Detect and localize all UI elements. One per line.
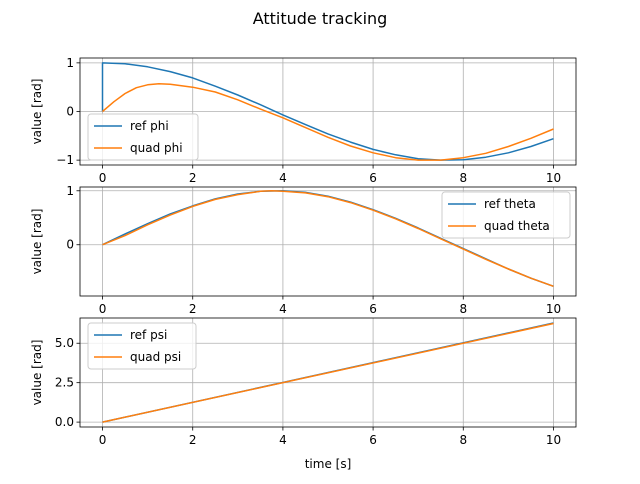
y-tick-label: 0 (66, 238, 74, 252)
legend: ref phi quad phi (87, 113, 199, 161)
x-tick-label: 0 (99, 433, 107, 447)
legend-label: ref phi (130, 119, 169, 133)
x-tick-label: 6 (369, 302, 377, 316)
y-tick-label: 2.5 (55, 376, 74, 390)
y-tick-label: 0.0 (55, 415, 74, 429)
x-tick-label: 6 (369, 171, 377, 185)
y-tick-label: 1 (66, 56, 74, 70)
series-line-ref-phi (101, 62, 554, 161)
series-line-quad-psi (102, 322, 554, 423)
x-tick-label: 6 (369, 433, 377, 447)
x-tick-label: 8 (459, 171, 467, 185)
y-tick-label: 1 (66, 184, 74, 198)
x-tick-label: 8 (459, 433, 467, 447)
x-tick-label: 0 (99, 171, 107, 185)
legend-label: quad theta (484, 219, 550, 233)
axes-frame (79, 186, 577, 297)
legend: ref theta quad theta (441, 191, 571, 239)
axes-frame (79, 317, 577, 428)
subplot-3: 0 2 4 6 8 10 0.0 2.5 5.0 value [rad] ref psi quad p… (30, 317, 577, 447)
x-tick-label: 4 (279, 433, 287, 447)
legend-label: ref theta (484, 197, 536, 211)
x-tick-label: 4 (279, 302, 287, 316)
x-tick-label: 2 (189, 433, 197, 447)
x-tick-label: 2 (189, 171, 197, 185)
x-tick-label: 8 (459, 302, 467, 316)
legend-label: quad psi (130, 350, 181, 364)
figure-title: Attitude tracking (253, 9, 388, 28)
series-line-quad-phi (102, 83, 554, 161)
subplot-1: 0 2 4 6 8 10 −1 0 1 value [rad] ref phi quad phi (30, 56, 577, 185)
x-tick-label: 2 (189, 302, 197, 316)
y-axis-label: value [rad] (30, 79, 44, 145)
legend-label: quad phi (130, 141, 183, 155)
y-tick-label: −1 (56, 153, 74, 167)
x-tick-label: 10 (546, 302, 561, 316)
y-tick-label: 5.0 (55, 336, 74, 350)
y-tick-label: 0 (66, 105, 74, 119)
x-tick-label: 10 (546, 171, 561, 185)
x-tick-label: 0 (99, 302, 107, 316)
series-line-quad-theta (102, 190, 554, 288)
x-axis-label: time [s] (305, 457, 352, 471)
legend: ref psi quad psi (87, 322, 197, 370)
y-axis-label: value [rad] (30, 209, 44, 275)
x-tick-label: 10 (546, 433, 561, 447)
y-axis-label: value [rad] (30, 340, 44, 406)
x-tick-label: 4 (279, 171, 287, 185)
legend-label: ref psi (130, 328, 167, 342)
subplot-2: 0 2 4 6 8 10 0 1 value [rad] ref theta quad theta (30, 184, 577, 316)
